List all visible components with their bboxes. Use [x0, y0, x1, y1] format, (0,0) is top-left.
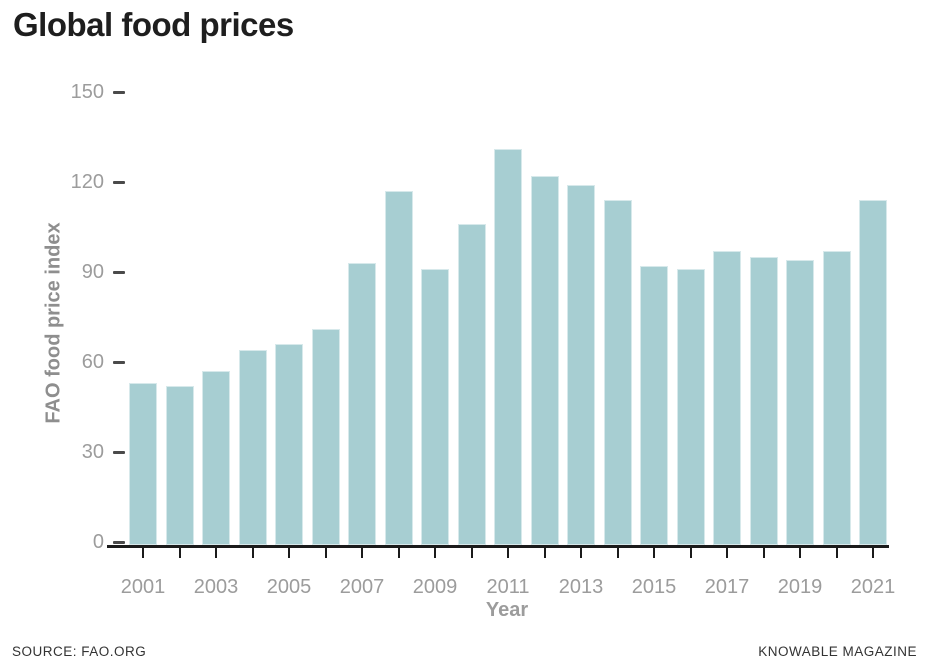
y-tick-label-120: 120 [70, 171, 104, 193]
x-tick-2015 [653, 547, 655, 558]
bar-2010 [457, 224, 486, 545]
bar-2014 [603, 200, 632, 545]
x-tick-label-2007: 2007 [339, 576, 385, 598]
bar-2019 [786, 260, 814, 545]
footer-brand: KNOWABLE MAGAZINE [758, 644, 917, 659]
y-tick-dash-30 [113, 450, 125, 454]
x-tick-2017 [726, 547, 728, 558]
bar-2016 [676, 269, 705, 545]
x-tick-label-2009: 2009 [412, 576, 458, 598]
x-tick-2016 [689, 547, 692, 558]
page-title: Global food prices [13, 6, 294, 43]
bar-2008 [384, 191, 413, 545]
bar-2012 [530, 176, 559, 545]
x-tick-2012 [543, 547, 546, 558]
y-tick-dash-0 [113, 540, 125, 544]
x-tick-2020 [835, 547, 838, 558]
y-tick-dash-150 [113, 90, 125, 94]
footer-source: SOURCE: FAO.ORG [12, 644, 147, 659]
bar-2011 [494, 149, 522, 545]
bar-2007 [348, 263, 376, 545]
x-tick-2019 [799, 547, 801, 558]
x-tick-label-2019: 2019 [777, 576, 823, 598]
x-tick-2002 [178, 547, 181, 558]
y-tick-dash-60 [113, 360, 125, 364]
bar-2004 [238, 350, 267, 545]
x-tick-label-2011: 2011 [486, 576, 530, 598]
x-tick-2010 [470, 547, 473, 558]
x-tick-2003 [215, 547, 217, 558]
x-tick-2008 [397, 547, 400, 558]
x-tick-2001 [142, 547, 144, 558]
x-tick-label-2017: 2017 [704, 576, 750, 598]
y-tick-label-90: 90 [81, 261, 104, 283]
x-tick-label-2013: 2013 [558, 576, 604, 598]
x-tick-2011 [507, 547, 509, 558]
bar-2017 [713, 251, 741, 545]
x-tick-2021 [872, 547, 874, 558]
y-tick-dash-90 [113, 270, 125, 274]
x-tick-2018 [762, 547, 765, 558]
bar-2009 [421, 269, 449, 545]
x-axis-title: Year [485, 599, 529, 621]
bar-2015 [640, 266, 668, 545]
x-tick-label-2003: 2003 [193, 576, 239, 598]
bar-2021 [859, 200, 887, 545]
bar-2005 [275, 344, 303, 545]
y-axis-title: FAO food price index [42, 222, 65, 424]
x-tick-label-2005: 2005 [266, 576, 312, 598]
bar-2013 [567, 185, 595, 545]
x-tick-2006 [324, 547, 327, 558]
x-tick-2013 [580, 547, 582, 558]
bar-2020 [822, 251, 851, 545]
x-axis-line [107, 545, 889, 548]
bar-2018 [749, 257, 778, 545]
bar-2003 [202, 371, 230, 545]
x-tick-label-2015: 2015 [631, 576, 677, 598]
y-tick-label-60: 60 [81, 351, 104, 373]
y-tick-label-30: 30 [81, 441, 104, 463]
y-tick-label-0: 0 [92, 531, 104, 553]
x-tick-label-2021: 2021 [850, 576, 896, 598]
x-tick-label-2001: 2001 [120, 576, 166, 598]
x-tick-2005 [288, 547, 290, 558]
x-tick-2014 [616, 547, 619, 558]
y-tick-dash-120 [113, 180, 125, 184]
bar-2006 [311, 329, 340, 545]
bar-2001 [129, 383, 157, 545]
x-tick-2004 [251, 547, 254, 558]
bar-2002 [165, 386, 194, 545]
y-tick-label-150: 150 [70, 81, 104, 103]
x-tick-2009 [434, 547, 436, 558]
x-tick-2007 [361, 547, 363, 558]
